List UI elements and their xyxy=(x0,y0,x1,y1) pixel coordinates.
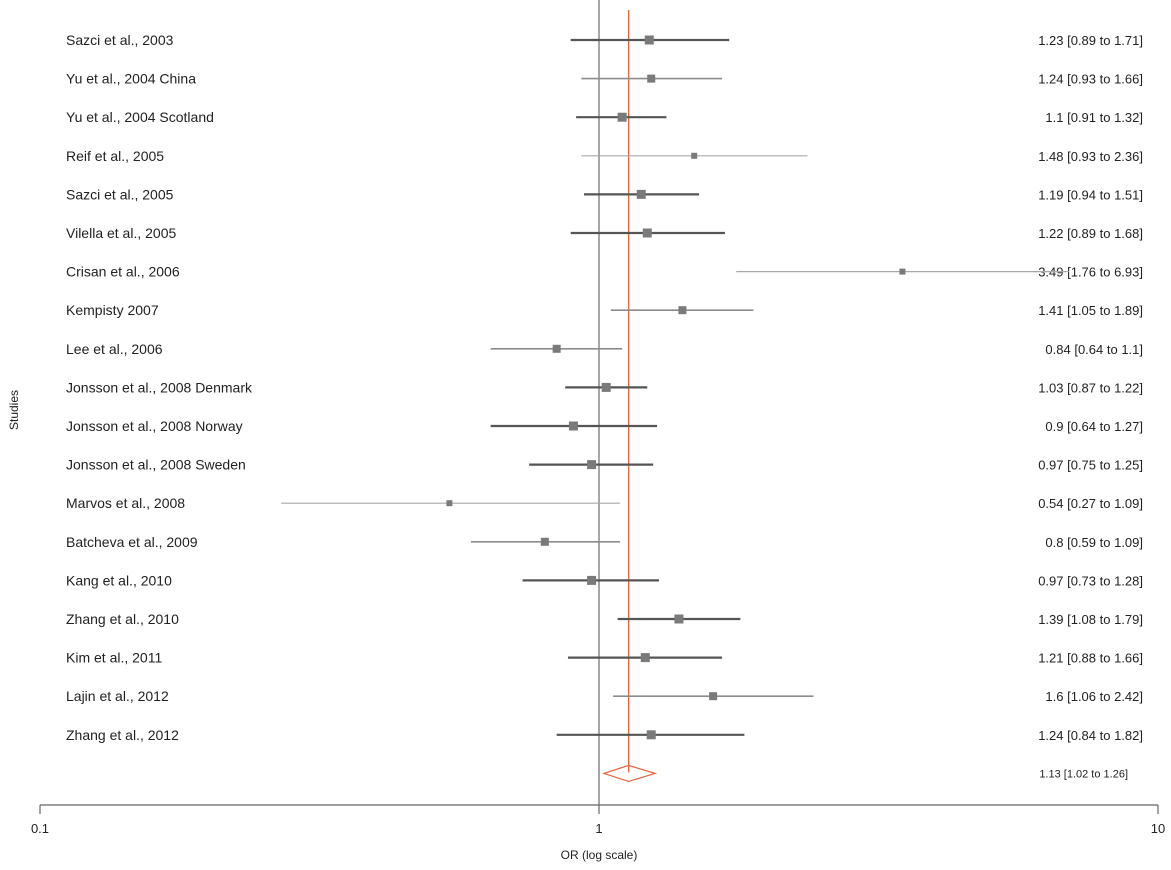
study-point-estimate xyxy=(636,189,646,199)
study-ci-label: 1.24 [0.84 to 1.82] xyxy=(1038,728,1143,743)
y-axis-title: Studies xyxy=(7,390,21,430)
study-ci-label: 1.21 [0.88 to 1.66] xyxy=(1038,651,1143,666)
study-point-estimate xyxy=(678,306,687,315)
study-label: Lajin et al., 2012 xyxy=(66,688,169,704)
study-point-estimate xyxy=(640,653,650,663)
study-label: Kim et al., 2011 xyxy=(66,650,162,666)
study-label: Jonsson et al., 2008 Denmark xyxy=(66,379,253,395)
study-label: Jonsson et al., 2008 Norway xyxy=(66,418,243,434)
study-label: Yu et al., 2004 China xyxy=(66,71,196,87)
study-point-estimate xyxy=(674,614,684,624)
study-ci-label: 1.19 [0.94 to 1.51] xyxy=(1038,187,1143,202)
study-label: Sazci et al., 2003 xyxy=(66,32,174,48)
study-point-estimate xyxy=(899,268,906,275)
study-point-estimate xyxy=(646,730,656,740)
study-label: Kang et al., 2010 xyxy=(66,572,172,588)
study-ci-label: 1.24 [0.93 to 1.66] xyxy=(1038,72,1143,87)
study-label: Sazci et al., 2005 xyxy=(66,186,174,202)
x-tick-label: 0.1 xyxy=(31,821,49,836)
study-point-estimate xyxy=(552,344,561,353)
study-point-estimate xyxy=(691,152,698,159)
study-ci-label: 0.54 [0.27 to 1.09] xyxy=(1038,496,1143,511)
study-marks xyxy=(281,35,1069,740)
x-axis-ticks: 0.1 1 10 xyxy=(31,805,1165,836)
study-point-estimate xyxy=(617,112,627,122)
study-label: Batcheva et al., 2009 xyxy=(66,534,198,550)
study-ci-label: 1.1 [0.91 to 1.32] xyxy=(1045,110,1143,125)
study-label: Crisan et al., 2006 xyxy=(66,264,180,280)
study-ci-label: 1.48 [0.93 to 2.36] xyxy=(1038,149,1143,164)
x-axis-title: OR (log scale) xyxy=(561,848,638,862)
study-ci-label: 0.8 [0.59 to 1.09] xyxy=(1045,535,1143,550)
study-label: Reif et al., 2005 xyxy=(66,148,164,164)
study-label: Vilella et al., 2005 xyxy=(66,225,176,241)
study-ci-label: 0.84 [0.64 to 1.1] xyxy=(1045,342,1143,357)
study-ci-label: 0.97 [0.75 to 1.25] xyxy=(1038,458,1143,473)
study-ci-label: 1.22 [0.89 to 1.68] xyxy=(1038,226,1143,241)
study-ci-label: 0.97 [0.73 to 1.28] xyxy=(1038,573,1143,588)
study-point-estimate xyxy=(642,228,652,238)
study-ci-label: 1.41 [1.05 to 1.89] xyxy=(1038,303,1143,318)
study-label: Yu et al., 2004 Scotland xyxy=(66,109,214,125)
study-point-estimate xyxy=(709,692,718,701)
study-label: Jonsson et al., 2008 Sweden xyxy=(66,457,246,473)
study-point-estimate xyxy=(601,382,611,392)
study-point-estimate xyxy=(587,575,597,585)
study-label: Zhang et al., 2010 xyxy=(66,611,179,627)
study-label: Kempisty 2007 xyxy=(66,302,159,318)
study-ci-label: 3.49 [1.76 to 6.93] xyxy=(1038,265,1143,280)
x-tick-label: 1 xyxy=(595,821,602,836)
study-point-estimate xyxy=(647,74,656,83)
summary-ci-label: 1.13 [1.02 to 1.26] xyxy=(1039,768,1128,780)
summary-diamond xyxy=(601,764,658,783)
study-point-estimate xyxy=(568,421,578,431)
study-label: Zhang et al., 2012 xyxy=(66,727,179,743)
study-ci-label: 1.39 [1.08 to 1.79] xyxy=(1038,612,1143,627)
study-label: Lee et al., 2006 xyxy=(66,341,163,357)
study-point-estimate xyxy=(446,500,453,507)
study-point-estimate xyxy=(644,35,654,45)
x-tick-label: 10 xyxy=(1151,821,1165,836)
study-rows: Sazci et al., 2003 1.23 [0.89 to 1.71] Yu … xyxy=(66,32,1143,743)
study-point-estimate xyxy=(540,537,549,546)
study-ci-label: 0.9 [0.64 to 1.27] xyxy=(1045,419,1143,434)
study-ci-label: 1.6 [1.06 to 2.42] xyxy=(1045,689,1143,704)
study-ci-label: 1.03 [0.87 to 1.22] xyxy=(1038,380,1143,395)
study-ci-label: 1.23 [0.89 to 1.71] xyxy=(1038,33,1143,48)
study-point-estimate xyxy=(587,460,597,470)
study-label: Marvos et al., 2008 xyxy=(66,495,185,511)
